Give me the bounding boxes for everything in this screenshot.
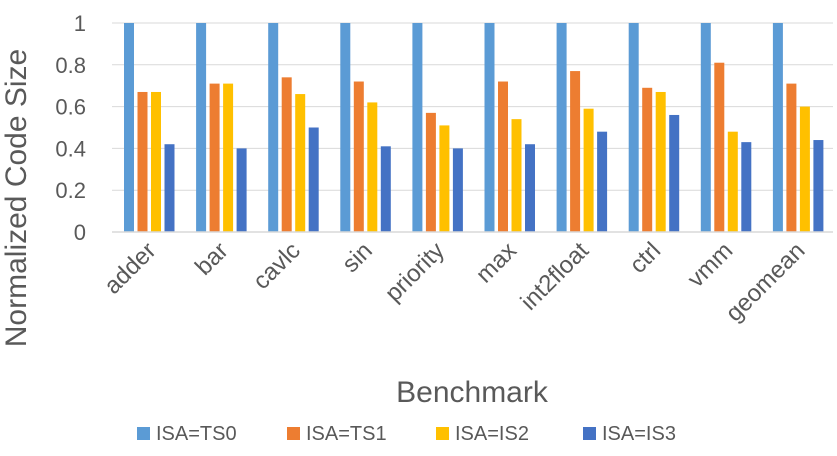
bar-max-ISA=IS2 xyxy=(511,119,522,232)
bar-ctrl-ISA=TS1 xyxy=(642,87,653,232)
y-tick-label: 0.2 xyxy=(55,178,86,203)
bar-adder-ISA=IS3 xyxy=(164,144,175,232)
bar-adder-ISA=TS1 xyxy=(137,91,148,232)
legend-swatch-ISA=IS3 xyxy=(583,427,596,440)
bar-priority-ISA=TS1 xyxy=(425,112,436,232)
bar-cavlc-ISA=IS3 xyxy=(308,127,319,232)
bar-int2float-ISA=IS2 xyxy=(583,108,594,232)
x-tick-label-ctrl: ctrl xyxy=(624,237,666,279)
bar-int2float-ISA=TS1 xyxy=(570,71,581,232)
bar-sin-ISA=IS3 xyxy=(380,146,391,232)
bar-vmm-ISA=IS2 xyxy=(727,131,738,232)
bar-bar-ISA=IS3 xyxy=(236,148,247,232)
x-tick-label-geomean: geomean xyxy=(721,237,811,327)
legend-label-ISA=TS1: ISA=TS1 xyxy=(306,423,387,445)
legend-label-ISA=IS3: ISA=IS3 xyxy=(602,423,676,445)
bar-adder-ISA=IS2 xyxy=(151,91,161,232)
bar-max-ISA=TS0 xyxy=(484,23,495,232)
bar-sin-ISA=TS1 xyxy=(353,81,364,233)
bar-geomean-ISA=TS1 xyxy=(786,83,797,232)
bar-ctrl-ISA=IS2 xyxy=(655,91,666,232)
x-tick-label-int2float: int2float xyxy=(516,237,595,316)
y-axis-ticks: 0 0.2 0.4 0.6 0.8 1 xyxy=(55,11,86,245)
x-tick-label-priority: priority xyxy=(380,237,450,307)
gridlines xyxy=(112,22,833,191)
bar-sin-ISA=TS0 xyxy=(340,23,351,232)
legend-swatch-ISA=TS0 xyxy=(137,427,150,440)
legend-swatch-ISA=TS1 xyxy=(287,427,300,440)
x-tick-label-vmm: vmm xyxy=(682,237,738,293)
bar-priority-ISA=IS3 xyxy=(452,148,463,232)
bar-geomean-ISA=IS3 xyxy=(813,140,824,232)
x-tick-label-max: max xyxy=(471,237,522,288)
x-tick-label-sin: sin xyxy=(337,237,378,278)
bar-bar-ISA=IS2 xyxy=(223,83,234,232)
bar-priority-ISA=TS0 xyxy=(412,23,423,232)
legend: ISA=TS0 ISA=TS1 ISA=IS2 ISA=IS3 xyxy=(137,423,676,445)
bar-adder-ISA=TS0 xyxy=(124,23,134,232)
legend-label-ISA=TS0: ISA=TS0 xyxy=(156,423,237,445)
bar-ctrl-ISA=IS3 xyxy=(669,114,680,232)
bar-geomean-ISA=IS2 xyxy=(799,106,810,232)
y-tick-label: 0.8 xyxy=(55,53,86,78)
bar-max-ISA=IS3 xyxy=(525,144,535,232)
y-axis-title: Normalized Code Size xyxy=(0,49,33,347)
bar-ctrl-ISA=TS0 xyxy=(628,23,639,232)
bar-cavlc-ISA=TS0 xyxy=(268,23,279,232)
bar-geomean-ISA=TS0 xyxy=(772,23,783,232)
x-axis-title: Benchmark xyxy=(396,376,549,409)
x-tick-label-cavlc: cavlc xyxy=(248,237,306,295)
legend-label-ISA=IS2: ISA=IS2 xyxy=(455,423,529,445)
x-tick-label-bar: bar xyxy=(190,237,234,281)
x-tick-label-adder: adder xyxy=(99,237,162,300)
bar-cavlc-ISA=TS1 xyxy=(281,77,292,232)
bar-max-ISA=TS1 xyxy=(498,81,508,233)
y-tick-label: 0.4 xyxy=(55,136,86,161)
bar-bar-ISA=TS1 xyxy=(209,83,220,232)
y-tick-label: 0 xyxy=(74,220,86,245)
bar-sin-ISA=IS2 xyxy=(367,102,378,232)
bar-cavlc-ISA=IS2 xyxy=(295,94,306,232)
bars xyxy=(124,23,824,233)
legend-swatch-ISA=IS2 xyxy=(436,427,449,440)
bar-vmm-ISA=IS3 xyxy=(741,142,752,232)
bar-priority-ISA=IS2 xyxy=(439,125,450,232)
bar-vmm-ISA=TS0 xyxy=(700,23,711,232)
y-tick-label: 1 xyxy=(74,11,86,36)
y-tick-label: 0.6 xyxy=(55,95,86,120)
bar-int2float-ISA=TS0 xyxy=(556,23,567,232)
bar-bar-ISA=TS0 xyxy=(196,23,207,232)
bar-int2float-ISA=IS3 xyxy=(597,131,608,232)
bar-vmm-ISA=TS1 xyxy=(714,62,725,233)
